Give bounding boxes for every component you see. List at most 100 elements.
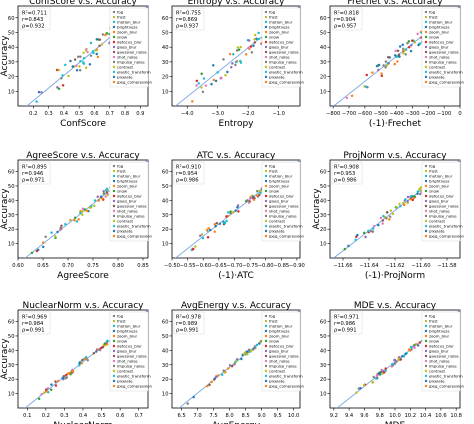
legend: fogfrostmotion_blurbrightnesszoom_blursn… xyxy=(261,7,305,88)
legend-marker xyxy=(424,369,428,373)
x-tick-label: −11.64 xyxy=(359,263,379,269)
legend-frame xyxy=(109,161,149,242)
data-point xyxy=(252,44,255,47)
legend-label: elastic_transform xyxy=(429,70,463,75)
legend-marker xyxy=(424,174,428,178)
y-tick-label: 20 xyxy=(8,377,15,383)
y-tick-label: 50 xyxy=(8,184,15,190)
legend-label: snow xyxy=(269,339,280,344)
data-point xyxy=(347,244,350,248)
data-point xyxy=(387,62,391,65)
legend-label: jpeg_compression xyxy=(268,384,305,389)
data-point xyxy=(195,79,199,83)
stat-line: r=0.954 xyxy=(176,171,198,177)
data-point xyxy=(99,195,103,198)
legend-label: snow xyxy=(269,35,280,40)
data-point xyxy=(206,384,209,388)
x-tick-label: 0.7 xyxy=(106,111,114,117)
data-point xyxy=(50,231,53,234)
legend-label: pixelate xyxy=(117,379,133,384)
data-point xyxy=(257,37,261,41)
y-tick-label: 50 xyxy=(162,184,169,190)
data-point xyxy=(212,78,216,82)
y-tick-label: 30 xyxy=(320,363,327,369)
data-point xyxy=(97,199,100,202)
stat-line: ρ=0.986 xyxy=(176,178,199,184)
data-point xyxy=(406,199,409,203)
x-tick-label: −100 xyxy=(437,111,451,117)
legend-marker xyxy=(112,75,116,79)
legend-marker xyxy=(424,314,428,318)
legend-marker xyxy=(424,169,428,173)
legend-marker xyxy=(424,334,428,338)
legend-marker xyxy=(112,65,116,69)
data-point xyxy=(86,50,89,54)
legend-marker xyxy=(112,179,116,183)
legend-marker xyxy=(424,10,428,14)
data-point xyxy=(380,74,384,78)
data-point xyxy=(98,38,102,41)
x-tick-label: 0.4 xyxy=(60,111,69,117)
data-point xyxy=(407,40,411,43)
data-point xyxy=(253,41,257,44)
data-point xyxy=(382,214,385,218)
data-point xyxy=(258,189,261,193)
data-point xyxy=(230,65,233,69)
x-tick-label: 10.4 xyxy=(420,413,432,419)
legend-marker xyxy=(424,75,428,79)
legend-marker xyxy=(112,339,116,343)
legend-marker xyxy=(424,229,428,233)
legend-marker xyxy=(424,60,428,64)
stats-frame xyxy=(19,7,51,31)
y-tick-label: 50 xyxy=(320,334,327,340)
stat-line: r=0.989 xyxy=(176,321,197,327)
data-point xyxy=(61,376,64,380)
stat-line: R²=0.755 xyxy=(176,11,201,17)
legend-label: jpeg_compression xyxy=(116,384,153,389)
legend-marker xyxy=(264,169,268,173)
legend-label: zoom_blur xyxy=(117,30,138,35)
x-tick-label: 0.2 xyxy=(29,111,37,117)
legend-marker xyxy=(424,184,428,188)
data-point xyxy=(384,367,387,370)
legend-marker xyxy=(112,199,116,203)
data-point xyxy=(207,227,210,230)
scatter-panel-2: Entropy v.s. Accuracy −4.0 −3.0 −2.0 −1.0 10 2… xyxy=(162,0,305,129)
x-tick-label: −0.80 xyxy=(258,263,274,269)
data-point xyxy=(104,33,107,37)
legend-marker xyxy=(112,364,116,368)
legend-marker xyxy=(424,80,428,84)
data-point xyxy=(258,193,261,197)
panel-title: ATC v.s. Accuracy xyxy=(197,151,276,161)
data-point xyxy=(106,339,109,343)
x-tick-label: −800 xyxy=(326,111,340,117)
data-point xyxy=(220,373,224,376)
legend-label: frost xyxy=(429,169,438,174)
data-point xyxy=(226,367,230,370)
legend-label: fog xyxy=(117,164,124,169)
legend-frame xyxy=(109,7,149,88)
legend-marker xyxy=(264,179,268,183)
legend-marker xyxy=(264,50,268,54)
data-point xyxy=(395,360,398,363)
data-point xyxy=(75,64,78,68)
data-point xyxy=(387,55,390,59)
x-tick-label: 0.2 xyxy=(42,413,50,419)
legend-marker xyxy=(264,324,268,328)
data-point xyxy=(197,82,201,85)
legend-marker xyxy=(264,60,268,64)
data-point xyxy=(213,378,216,381)
data-point xyxy=(105,32,109,35)
legend-marker xyxy=(264,224,268,228)
legend-label: motion_blur xyxy=(269,174,293,179)
x-tick-label: −11.62 xyxy=(385,263,404,269)
legend-label: contrast xyxy=(269,369,286,374)
data-point xyxy=(79,211,82,215)
data-point xyxy=(234,60,238,64)
data-point xyxy=(384,66,387,69)
stats-frame xyxy=(331,311,363,335)
data-point xyxy=(385,216,388,220)
data-point xyxy=(258,342,261,345)
